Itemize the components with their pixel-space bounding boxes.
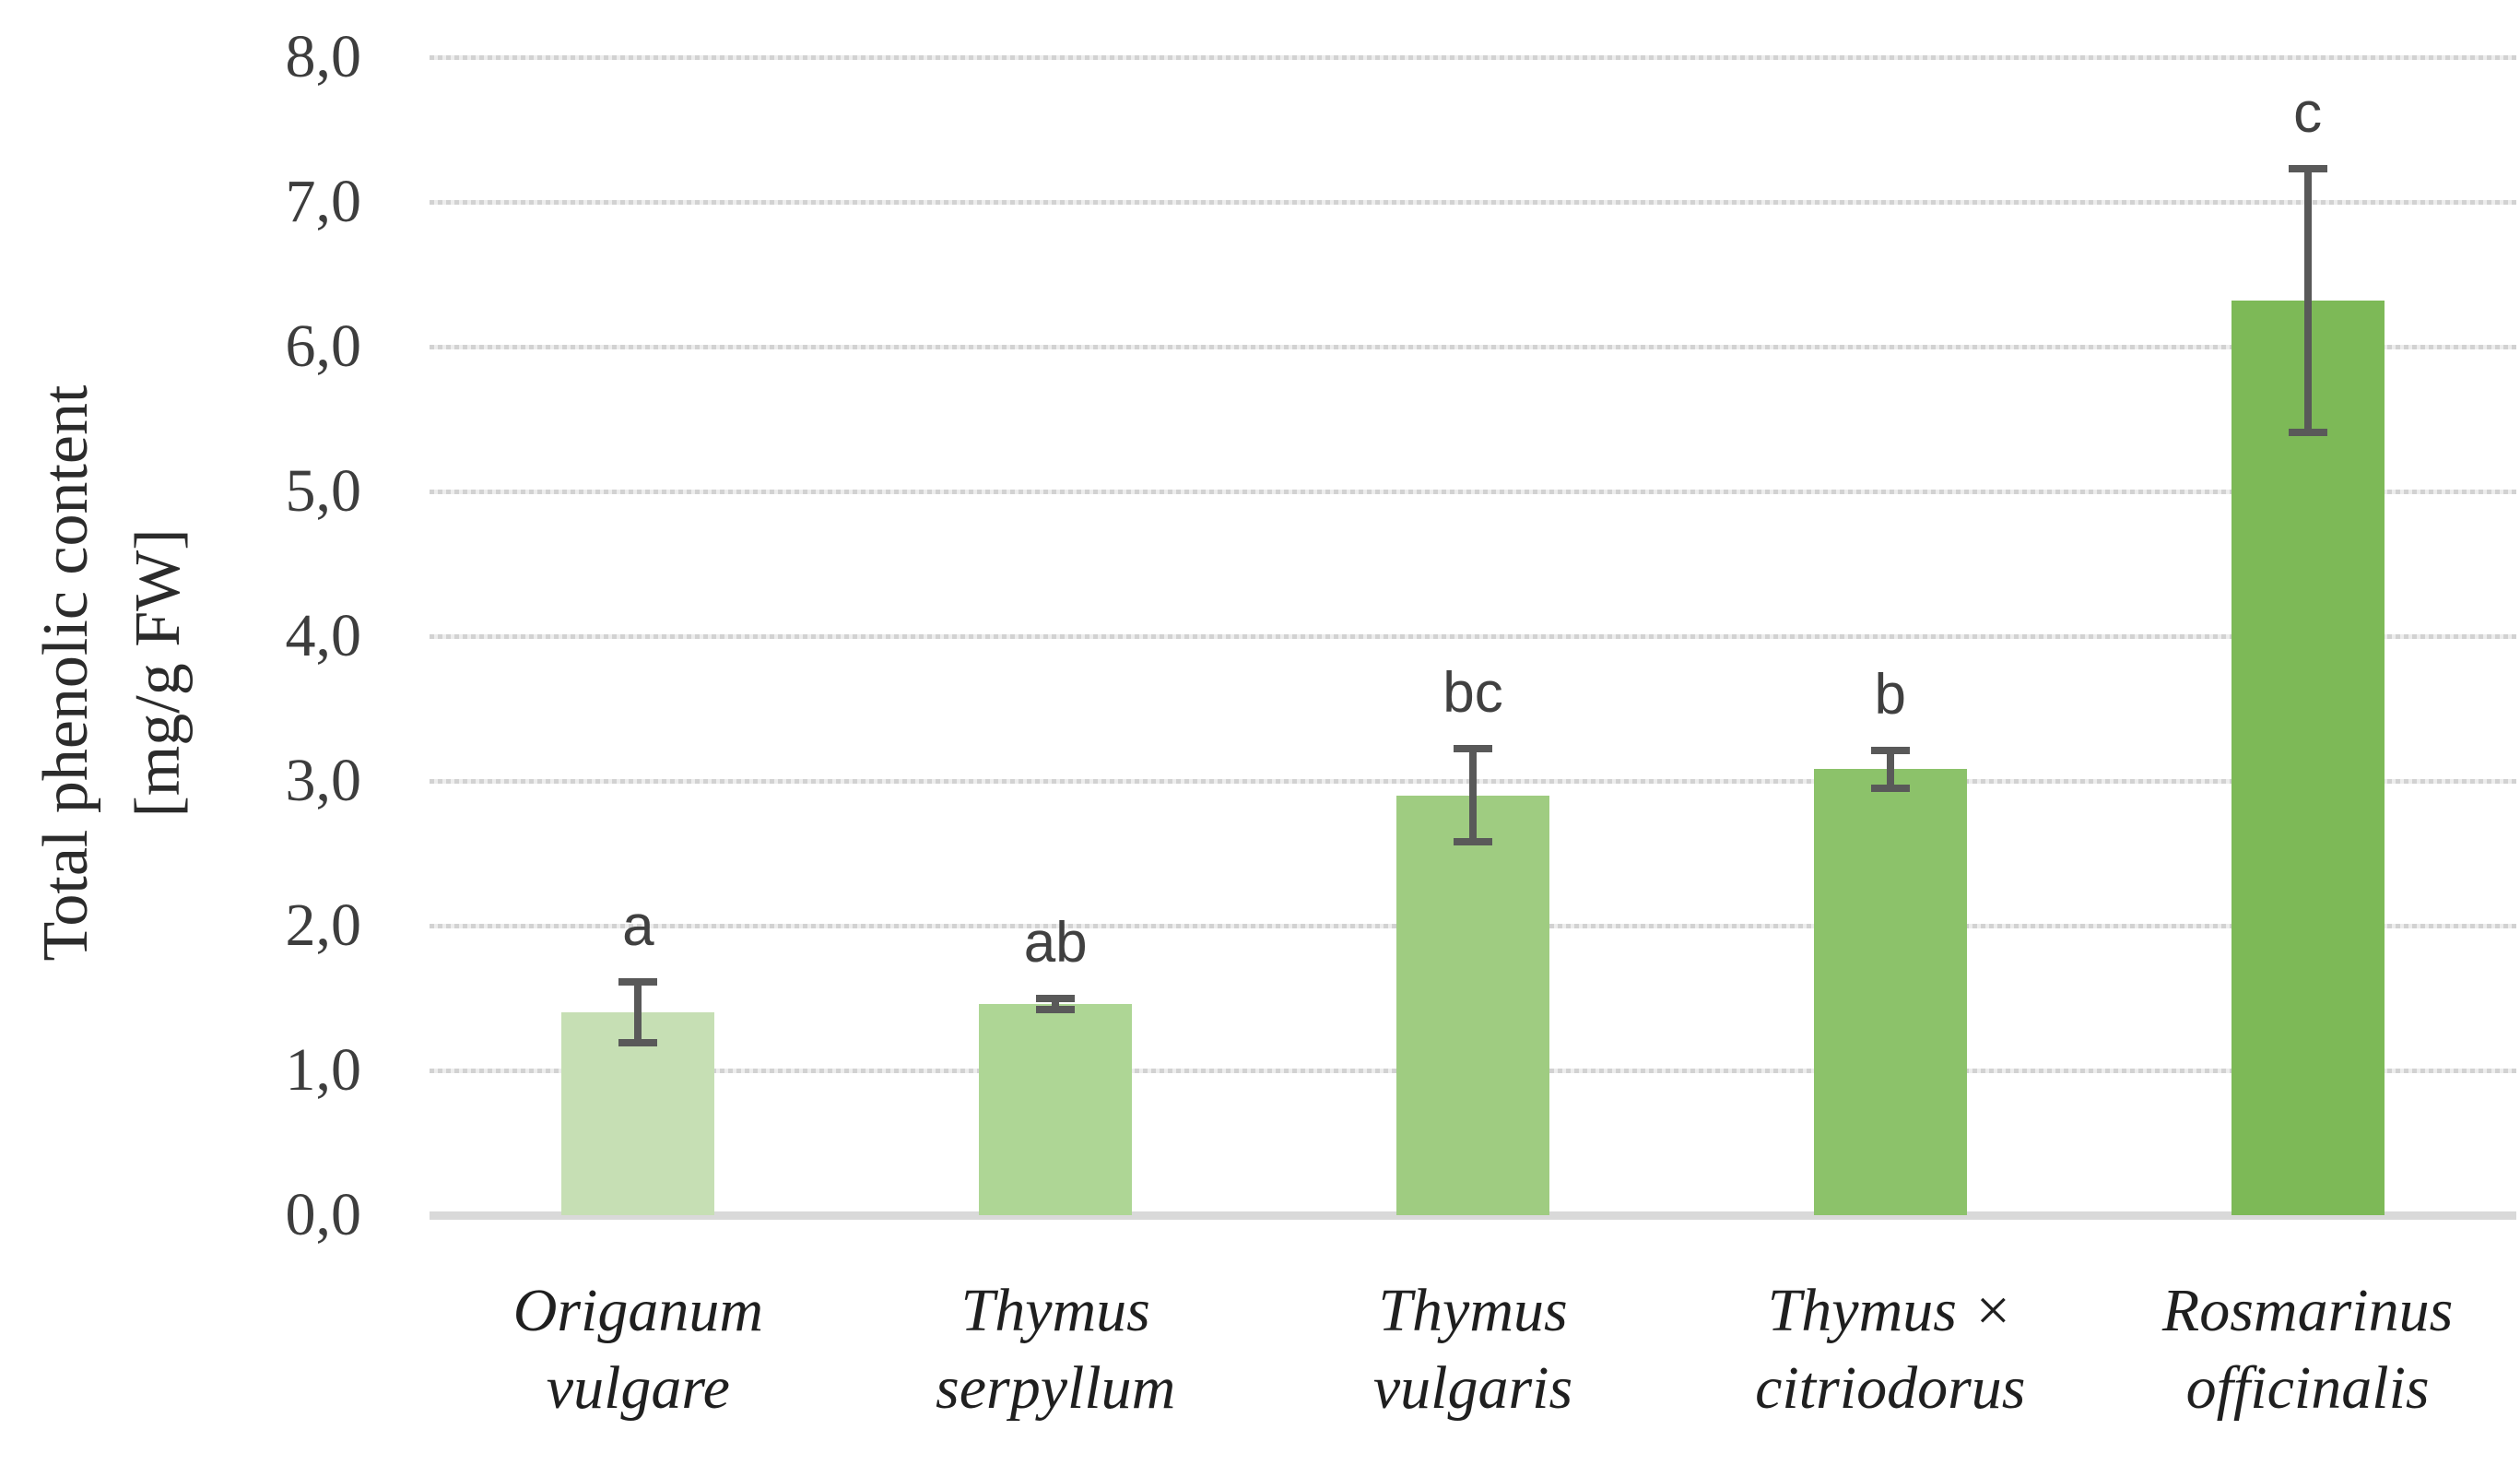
- x-axis-category-label: Thymus serpyllum: [936, 1277, 1176, 1422]
- y-tick-label: 7,0: [285, 168, 362, 235]
- error-bar-cap-bottom: [1036, 1006, 1076, 1014]
- y-tick-label: 5,0: [285, 457, 362, 525]
- bar: [1396, 795, 1549, 1215]
- x-axis-category-label: Rosmarinus officinalis: [2161, 1277, 2454, 1422]
- gridline: [430, 345, 2516, 349]
- error-bar-cap-top: [1454, 745, 1492, 753]
- y-tick-label: 4,0: [285, 602, 362, 669]
- gridline: [430, 55, 2516, 60]
- error-bar-cap-top: [618, 978, 658, 987]
- y-tick-label: 8,0: [285, 23, 362, 90]
- x-axis-category-label: Origanum vulgare: [512, 1277, 764, 1422]
- error-bar-whisker: [1469, 749, 1477, 842]
- significance-letter: ab: [1023, 910, 1088, 975]
- y-axis-title: Total phenolic content [mg/g FW]: [30, 384, 194, 962]
- y-tick-label: 3,0: [285, 747, 362, 814]
- error-bar-cap-top: [1870, 747, 1910, 755]
- significance-letter: a: [622, 894, 654, 959]
- significance-letter: c: [2293, 80, 2323, 145]
- y-tick-label: 2,0: [285, 892, 362, 959]
- error-bar-cap-bottom: [1870, 784, 1910, 792]
- error-bar-whisker: [1052, 998, 1060, 1010]
- error-bar-whisker: [1886, 750, 1894, 788]
- gridline: [430, 634, 2516, 639]
- error-bar-whisker: [634, 982, 642, 1044]
- significance-letter: bc: [1443, 661, 1503, 726]
- gridline: [430, 200, 2516, 205]
- gridline: [430, 1211, 2516, 1220]
- error-bar-cap-bottom: [618, 1039, 658, 1047]
- error-bar-cap-top: [1036, 994, 1076, 1002]
- gridline: [430, 490, 2516, 494]
- bar: [979, 1003, 1133, 1215]
- x-axis-category-label: Thymus × citriodorus: [1755, 1277, 2026, 1422]
- significance-letter: b: [1874, 663, 1907, 727]
- error-bar-cap-top: [2288, 164, 2327, 172]
- y-tick-label: 0,0: [285, 1181, 362, 1248]
- y-tick-label: 6,0: [285, 313, 362, 380]
- y-tick-label: 1,0: [285, 1036, 362, 1104]
- x-axis-category-label: Thymus vulgaris: [1372, 1277, 1573, 1422]
- error-bar-cap-bottom: [1454, 837, 1492, 845]
- bar: [2231, 300, 2385, 1215]
- bar: [1813, 769, 1967, 1215]
- error-bar-cap-bottom: [2288, 428, 2327, 436]
- error-bar-whisker: [2303, 168, 2312, 432]
